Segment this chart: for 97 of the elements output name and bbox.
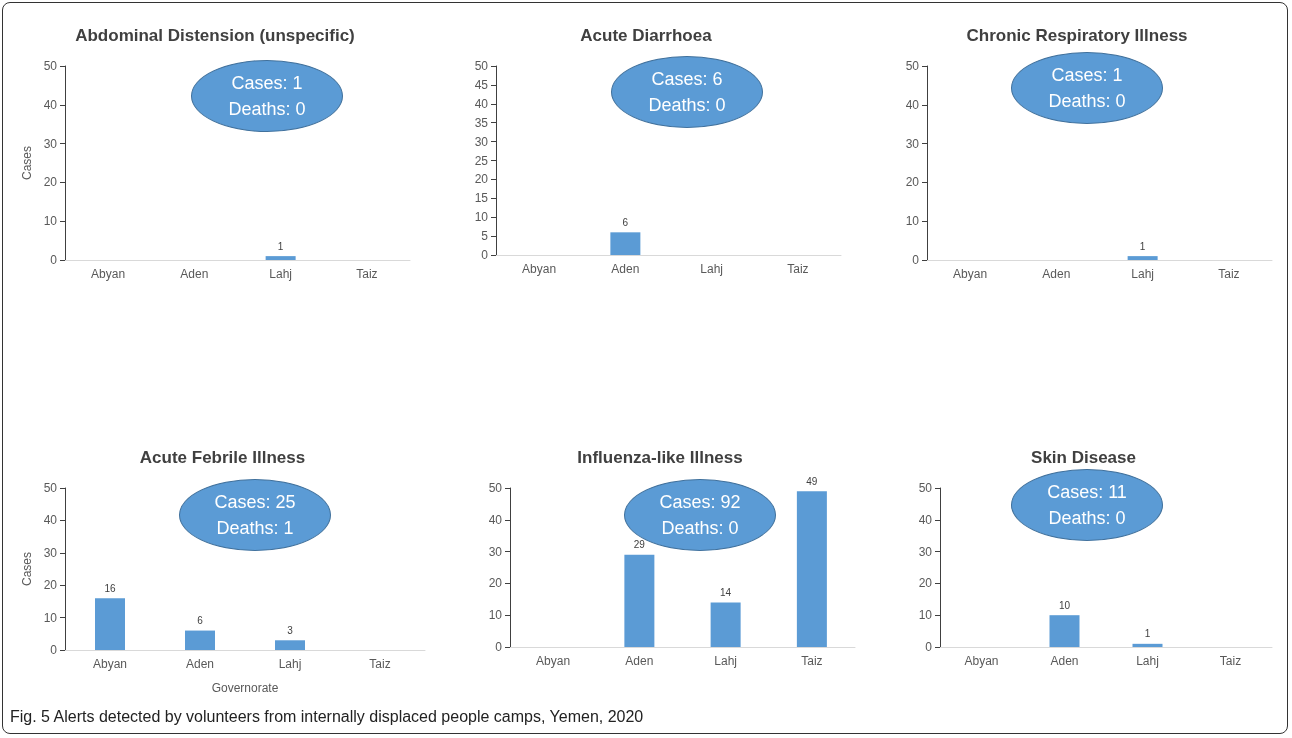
y-tick-label: 50: [918, 481, 933, 495]
x-tick-label: Taiz: [1219, 654, 1242, 668]
x-tick-label: Aden: [1050, 654, 1079, 668]
y-tick-label: 10: [488, 608, 503, 623]
y-tick-label: 45: [474, 77, 489, 92]
x-tick-label: Lahj: [1131, 267, 1154, 281]
x-tick-label: Aden: [625, 654, 654, 668]
bar: [710, 602, 741, 647]
y-tick-label: 30: [488, 544, 503, 559]
y-tick-label: 20: [918, 576, 933, 591]
y-tick-label: 20: [905, 175, 920, 190]
bar: [624, 554, 655, 647]
bar: [275, 640, 305, 650]
y-axis-title: Cases: [19, 551, 34, 587]
data-label: 10: [1058, 599, 1071, 611]
x-tick-label: Taiz: [356, 267, 378, 281]
ellipse-callout: Cases: 25 Deaths: 1: [179, 479, 331, 551]
y-tick-label: 40: [488, 512, 503, 527]
y-axis-title: Cases: [19, 145, 34, 181]
y-tick-label: 40: [43, 97, 58, 112]
y-tick-label: 20: [474, 172, 489, 187]
data-label: 14: [720, 586, 732, 598]
x-tick-label: Abyan: [91, 267, 126, 281]
chart-title: Chronic Respiratory Illness: [966, 26, 1188, 45]
y-tick-label: 30: [43, 136, 58, 151]
bar: [185, 630, 215, 650]
data-label: 1: [1139, 240, 1146, 252]
chart-title: Abdominal Distension (unspecific): [75, 26, 355, 45]
y-tick-label: 20: [488, 576, 503, 591]
y-tick-label: 40: [474, 96, 489, 111]
y-tick-label: 50: [488, 481, 503, 495]
y-tick-label: 5: [481, 229, 489, 244]
y-tick-label: 20: [43, 175, 58, 190]
x-tick-label: Aden: [1042, 267, 1071, 281]
data-label: 49: [806, 475, 818, 487]
data-label: 29: [633, 539, 646, 551]
y-tick-label: 40: [43, 513, 58, 528]
x-tick-label: Aden: [180, 267, 209, 281]
y-tick-label: 50: [474, 59, 489, 73]
data-label: 3: [287, 624, 294, 636]
y-tick-label: 40: [918, 512, 933, 527]
x-tick-label: Lahj: [700, 262, 723, 276]
x-tick-label: Lahj: [714, 654, 737, 668]
chart-title: Influenza-like Illness: [577, 448, 743, 467]
y-tick-label: 35: [474, 115, 489, 130]
y-tick-label: 10: [905, 214, 920, 229]
ellipse-callout: Cases: 1 Deaths: 0: [191, 60, 343, 132]
y-tick-label: 0: [912, 253, 920, 267]
x-axis-title: Governorate: [211, 681, 279, 695]
bar: [95, 598, 125, 650]
y-tick-label: 10: [474, 210, 489, 225]
y-tick-label: 50: [43, 481, 58, 495]
bar: [796, 491, 827, 647]
y-tick-label: 20: [43, 578, 58, 593]
x-tick-label: Lahj: [278, 657, 302, 671]
x-tick-label: Abyan: [522, 262, 557, 276]
y-tick-label: 50: [43, 59, 58, 73]
x-tick-label: Lahj: [269, 267, 292, 281]
ellipse-callout: Cases: 6 Deaths: 0: [611, 56, 763, 128]
x-tick-label: Abyan: [92, 657, 128, 671]
y-tick-label: 0: [50, 253, 58, 267]
data-label: 1: [277, 240, 284, 252]
x-tick-label: Abyan: [953, 267, 988, 281]
y-tick-label: 40: [905, 97, 920, 112]
x-tick-label: Abyan: [536, 654, 571, 668]
x-tick-label: Aden: [185, 657, 215, 671]
data-label: 6: [197, 615, 204, 627]
chart-title: Acute Febrile Illness: [139, 448, 306, 467]
data-label: 16: [104, 582, 116, 594]
ellipse-callout: Cases: 11 Deaths: 0: [1011, 469, 1163, 541]
x-tick-label: Taiz: [369, 657, 391, 671]
x-tick-label: Taiz: [1218, 267, 1240, 281]
y-tick-label: 50: [905, 59, 920, 73]
x-tick-label: Taiz: [801, 654, 823, 668]
y-tick-label: 0: [50, 643, 58, 657]
data-label: 6: [622, 216, 629, 228]
y-tick-label: 0: [495, 640, 503, 654]
ellipse-callout: Cases: 1 Deaths: 0: [1011, 52, 1163, 124]
y-tick-label: 30: [905, 136, 920, 151]
caption: Fig. 5 Alerts detected by volunteers from internally displaced people camps, Yemen, 2020: [10, 708, 644, 726]
y-tick-label: 0: [481, 248, 489, 262]
y-tick-label: 10: [43, 214, 58, 229]
y-tick-label: 30: [918, 544, 933, 559]
y-tick-label: 30: [474, 134, 489, 149]
y-tick-label: 0: [925, 640, 933, 654]
x-tick-label: Abyan: [964, 654, 999, 668]
y-tick-label: 30: [43, 545, 58, 560]
data-label: 1: [1144, 628, 1151, 640]
x-tick-label: Taiz: [787, 262, 809, 276]
y-tick-label: 10: [918, 608, 933, 623]
x-tick-label: Aden: [611, 262, 640, 276]
x-tick-label: Lahj: [1136, 654, 1159, 668]
y-tick-label: 15: [474, 191, 489, 206]
y-tick-label: 25: [474, 153, 489, 168]
y-tick-label: 10: [43, 610, 58, 625]
chart-title: Acute Diarrhoea: [580, 26, 713, 45]
chart-title: Skin Disease: [1031, 448, 1136, 467]
